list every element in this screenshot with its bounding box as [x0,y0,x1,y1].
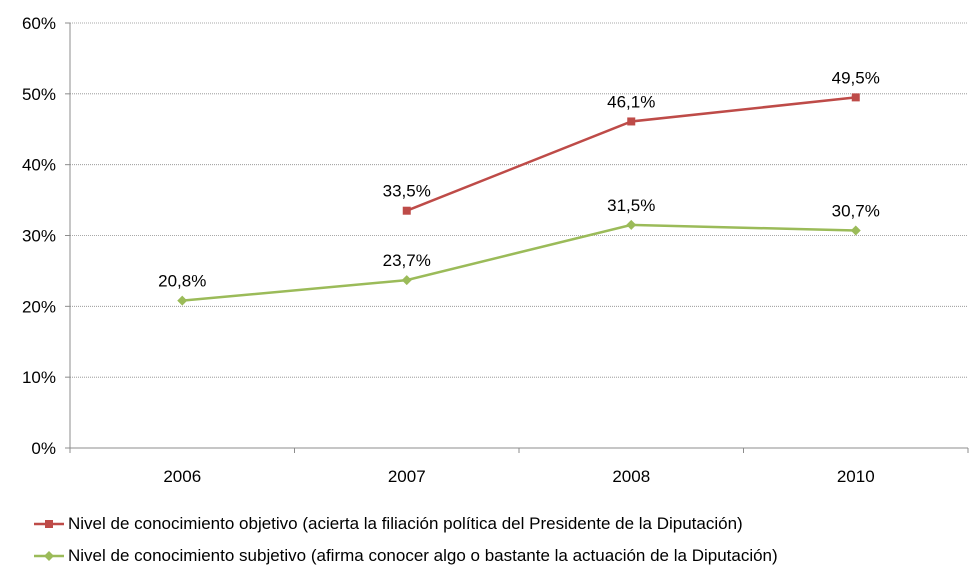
legend-item-objetivo: Nivel de conocimiento objetivo (acierta … [34,514,743,534]
legend-marker-diamond-icon [34,551,64,561]
x-tick-labels: 2006 2007 2008 2010 [163,467,874,486]
marker-diamond [177,295,188,306]
x-tick-label: 2008 [612,467,650,486]
y-tick-label: 30% [22,227,56,246]
x-tick-label: 2007 [388,467,426,486]
marker-diamond [626,219,637,230]
series-lines [182,96,856,302]
y-tick-labels: 0% 10% 20% 30% 40% 50% 60% [22,14,56,458]
data-label: 23,7% [383,251,431,270]
data-label: 30,7% [832,202,880,221]
marker-diamond [401,275,412,286]
data-label: 31,5% [607,196,655,215]
marker-square [851,93,860,102]
legend-item-subjetivo: Nivel de conocimiento subjetivo (afirma … [34,546,778,566]
x-tick-label: 2006 [163,467,201,486]
y-tick-label: 0% [31,439,56,458]
legend-label-subjetivo: Nivel de conocimiento subjetivo (afirma … [68,546,778,565]
y-tick-label: 40% [22,156,56,175]
gridlines [70,22,968,378]
series-line-0 [406,96,856,212]
data-labels: 33,5% 46,1% 49,5% 20,8% 23,7% 31,5% 30,7% [158,68,880,290]
series-line-1 [182,223,856,302]
data-label: 46,1% [607,92,655,111]
x-tick-label: 2010 [837,467,875,486]
data-label: 20,8% [158,272,206,291]
marker-square [627,117,636,126]
legend-label-objetivo: Nivel de conocimiento objetivo (acierta … [68,514,743,533]
data-label: 33,5% [383,182,431,201]
marker-square [402,206,411,215]
marker-diamond [850,225,861,236]
series-markers [177,93,861,306]
data-label: 49,5% [832,68,880,87]
axes [65,22,969,453]
y-tick-label: 50% [22,85,56,104]
y-tick-label: 20% [22,297,56,316]
y-tick-label: 60% [22,14,56,33]
y-tick-label: 10% [22,368,56,387]
legend-marker-square-icon [34,520,64,528]
line-chart: 0% 10% 20% 30% 40% 50% 60% 2006 2007 2008 2010 33… [22,14,969,486]
